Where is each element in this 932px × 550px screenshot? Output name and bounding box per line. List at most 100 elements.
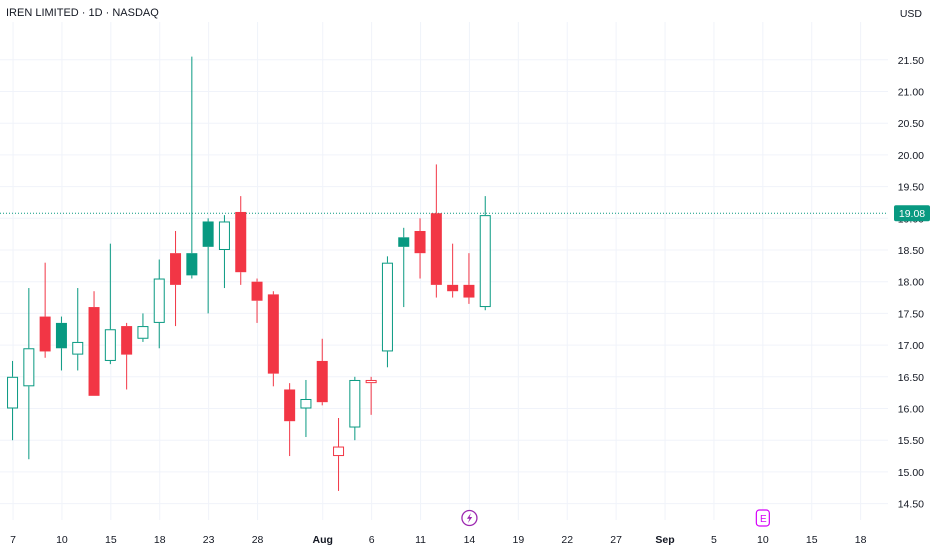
y-tick-label: 18.50 — [898, 245, 924, 257]
x-tick-label: 10 — [56, 534, 68, 546]
x-tick-label: 11 — [415, 534, 426, 546]
time-axis[interactable]: 7 10 15 18 23 28 Aug 6 11 14 19 22 27 Sep 5 10 15 18 — [10, 534, 867, 546]
x-tick-label: 5 — [711, 534, 717, 546]
candle — [72, 288, 84, 371]
candle — [7, 360, 19, 441]
x-tick-label: 7 — [10, 534, 16, 546]
candle-body — [104, 329, 116, 361]
y-tick-label: 17.00 — [898, 340, 924, 352]
candle-body — [137, 326, 149, 339]
x-tick-label: 15 — [806, 534, 818, 546]
event-markers: E — [461, 509, 770, 527]
candle — [23, 288, 35, 460]
x-tick-label: 28 — [252, 534, 264, 546]
y-tick-label: 15.00 — [898, 467, 924, 479]
symbol-title[interactable]: IREN LIMITED · 1D · NASDAQ — [6, 7, 159, 19]
y-tick-label: 20.50 — [898, 118, 924, 130]
candle — [430, 164, 442, 298]
candle — [186, 56, 198, 279]
candle-body — [72, 341, 84, 355]
candle-body — [251, 281, 263, 301]
candle — [267, 291, 279, 387]
candle-body — [479, 215, 491, 308]
candle — [381, 256, 393, 368]
candle-body — [430, 213, 442, 285]
y-tick-label: 16.00 — [898, 404, 924, 416]
candle — [300, 379, 312, 438]
candle — [121, 322, 133, 390]
candle-body — [218, 221, 230, 251]
y-tick-label: 18.00 — [898, 277, 924, 289]
y-tick-label: 17.50 — [898, 308, 924, 320]
current-price-label: 19.08 — [899, 208, 925, 220]
y-tick-label: 19.50 — [898, 182, 924, 194]
candle-body — [381, 262, 393, 352]
earnings-letter: E — [760, 514, 767, 525]
x-tick-label: 18 — [855, 534, 867, 546]
candle — [88, 291, 100, 396]
lightning-icon — [461, 509, 478, 527]
candle-body — [267, 294, 279, 374]
candle-body — [349, 379, 361, 428]
candle-body — [316, 360, 328, 403]
x-tick-label: Sep — [655, 534, 674, 546]
candle — [39, 262, 51, 358]
currency-button[interactable]: USD — [899, 8, 922, 20]
y-tick-label: 21.50 — [898, 55, 924, 67]
y-tick-label: 15.50 — [898, 435, 924, 447]
x-tick-label: 18 — [154, 534, 166, 546]
candle — [365, 376, 377, 415]
candle-body — [333, 446, 345, 457]
candle — [333, 418, 345, 491]
x-tick-label: 23 — [203, 534, 215, 546]
x-tick-label: 22 — [561, 534, 573, 546]
candle — [218, 215, 230, 289]
candle — [284, 383, 296, 457]
grid-lines — [0, 22, 888, 520]
candle-body — [300, 398, 312, 409]
x-tick-label: 19 — [512, 534, 524, 546]
candles — [7, 56, 491, 491]
candle-body — [88, 307, 100, 396]
x-tick-label: 15 — [105, 534, 117, 546]
candle-body — [235, 211, 247, 273]
candle-body — [23, 348, 35, 387]
candle-body — [39, 316, 51, 352]
candle — [398, 227, 410, 308]
x-tick-label: 27 — [610, 534, 622, 546]
lightning-glyph — [466, 513, 473, 523]
x-tick-label: 14 — [464, 534, 476, 546]
price-axis[interactable]: 14.50 15.00 15.50 16.00 16.50 17.00 17.50 18.00… — [898, 55, 924, 511]
candle — [414, 218, 426, 279]
candle-body — [7, 376, 19, 409]
candle-body — [365, 379, 377, 384]
candle-body — [153, 278, 165, 323]
earnings-box — [755, 509, 770, 527]
y-tick-label: 16.50 — [898, 372, 924, 384]
candle — [137, 313, 149, 342]
candle — [104, 243, 116, 365]
candle — [447, 243, 459, 298]
candle — [202, 218, 214, 314]
x-tick-label: 10 — [757, 534, 769, 546]
candle — [479, 196, 491, 311]
candle-body — [170, 253, 182, 285]
candle — [55, 316, 67, 371]
candle-body — [447, 284, 459, 292]
y-tick-label: 21.00 — [898, 87, 924, 99]
candle-body — [186, 253, 198, 276]
candle — [251, 278, 263, 323]
current-price-tag: 19.08 — [894, 205, 930, 222]
candle-body — [284, 389, 296, 422]
candle — [170, 230, 182, 327]
candle — [349, 376, 361, 441]
candle-body — [202, 221, 214, 247]
y-tick-label: 20.00 — [898, 150, 924, 162]
candle — [235, 196, 247, 285]
candle — [316, 338, 328, 406]
earnings-e-icon: E — [755, 509, 770, 527]
x-tick-label: 6 — [369, 534, 375, 546]
candle-body — [121, 326, 133, 355]
candle-body — [463, 284, 475, 298]
